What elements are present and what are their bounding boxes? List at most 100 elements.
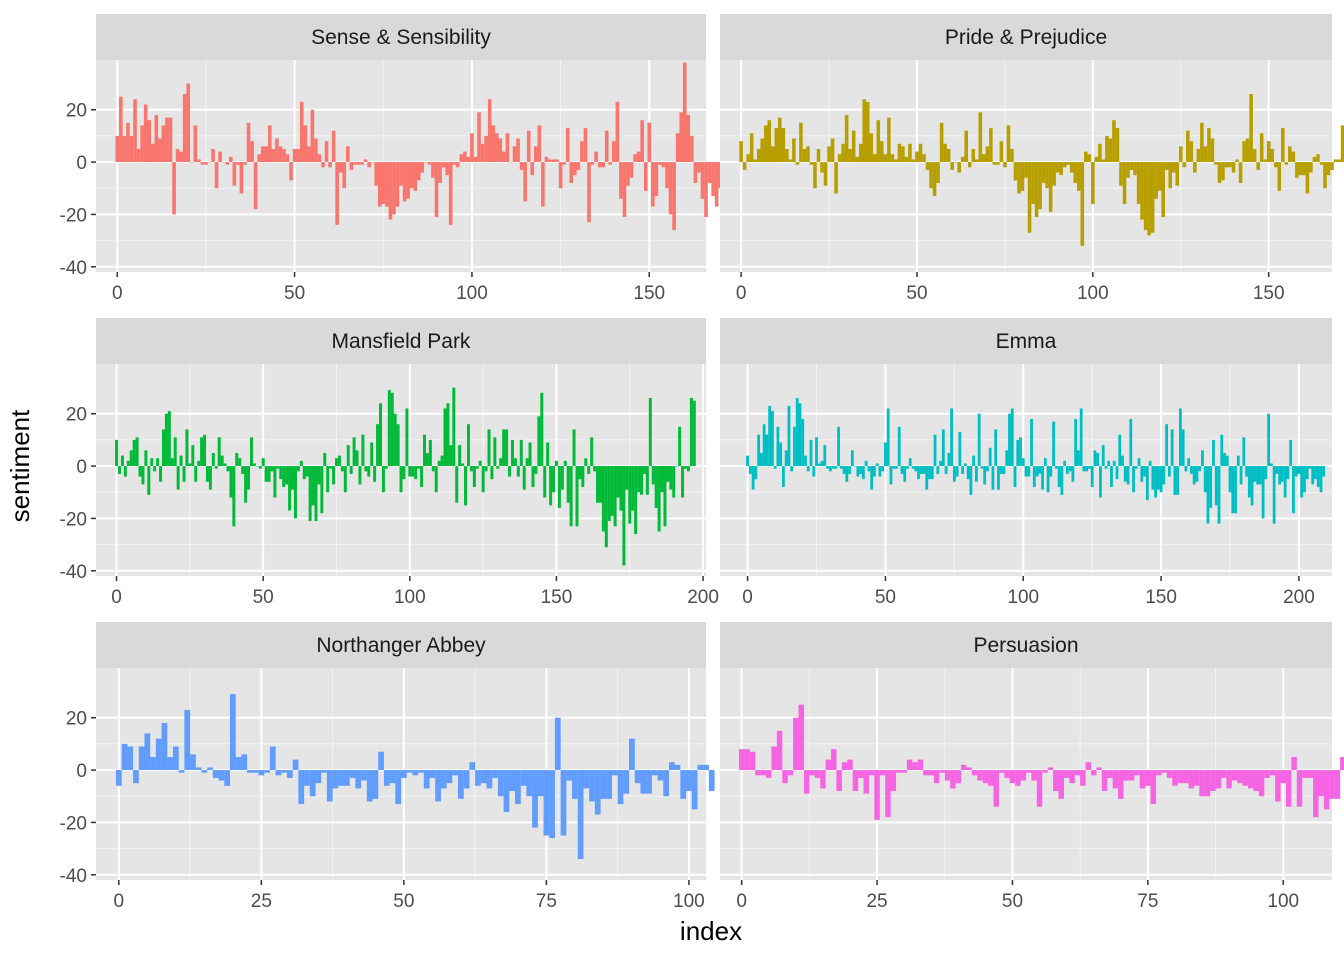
x-tick-label: 200 [1283, 587, 1315, 608]
bar [1099, 466, 1102, 498]
bar [1112, 120, 1116, 163]
bar [417, 466, 421, 469]
bar [739, 141, 743, 163]
bar [1173, 466, 1177, 495]
bar [767, 120, 772, 163]
bar [569, 162, 574, 184]
bar [875, 463, 879, 467]
bar [434, 466, 438, 493]
bar [367, 162, 371, 168]
bar [643, 162, 648, 191]
bar [165, 117, 169, 163]
bar [590, 437, 594, 467]
bar [1170, 429, 1174, 467]
bar [469, 762, 476, 771]
bar [1248, 770, 1254, 789]
bar [1164, 162, 1169, 170]
bar [711, 162, 715, 197]
bar [509, 162, 513, 163]
bar [549, 770, 555, 839]
bar [969, 466, 973, 495]
x-tick-label: 50 [253, 587, 274, 608]
bar [1047, 767, 1054, 771]
bar [1175, 162, 1180, 186]
bar [1068, 466, 1072, 472]
bar [1190, 466, 1193, 474]
bar [842, 466, 846, 474]
bar [115, 770, 122, 786]
facet-title: Northanger Abbey [316, 634, 486, 657]
bar [402, 466, 406, 480]
bar [554, 717, 561, 771]
x-tick-label: 0 [111, 587, 122, 608]
bar [922, 154, 926, 163]
bar [897, 143, 902, 163]
bar [361, 770, 367, 781]
bar [848, 466, 851, 474]
bar [873, 466, 876, 477]
bar [1027, 162, 1032, 233]
bar [1046, 466, 1050, 493]
bar [281, 770, 288, 773]
bar [759, 452, 763, 467]
bar [590, 162, 595, 165]
bar [1054, 466, 1058, 469]
bar [806, 146, 810, 163]
bar [229, 694, 236, 771]
bar [493, 437, 497, 467]
bar [1057, 466, 1061, 488]
bar [1122, 162, 1127, 204]
bar [448, 162, 453, 225]
x-tick-label: 50 [393, 891, 414, 912]
bar [1101, 770, 1108, 792]
bar [503, 770, 510, 812]
bar [1129, 162, 1134, 170]
bar [459, 154, 464, 163]
bar [852, 770, 859, 792]
bar [528, 442, 532, 467]
bar [1305, 466, 1309, 480]
bar [255, 466, 259, 467]
bar [904, 156, 909, 163]
bar [771, 746, 777, 771]
bar [214, 466, 218, 469]
bar [774, 128, 779, 163]
bar [323, 452, 327, 467]
bar [1214, 162, 1218, 165]
bar [1263, 159, 1267, 163]
bar [939, 122, 944, 163]
bar [1110, 466, 1113, 488]
bar [1145, 466, 1149, 501]
bar [1161, 770, 1167, 773]
bar [119, 96, 123, 163]
bar [753, 159, 757, 163]
bar [1300, 466, 1304, 498]
bar [304, 770, 310, 786]
bar [379, 403, 382, 467]
bar [1295, 162, 1299, 178]
bar [1340, 125, 1344, 163]
bar [466, 424, 470, 467]
bar [806, 466, 810, 472]
bar [708, 770, 715, 792]
bar [880, 141, 884, 163]
bar [1024, 162, 1028, 178]
bar [133, 99, 137, 163]
bar [841, 762, 848, 771]
bar [1073, 162, 1078, 184]
bar [258, 466, 262, 469]
facet-title: Sense & Sensibility [311, 26, 491, 49]
bar [689, 398, 693, 467]
bar [317, 466, 321, 485]
bar [975, 159, 979, 163]
bar [164, 413, 168, 467]
bar [1136, 162, 1141, 204]
bar [1318, 770, 1324, 797]
bar [961, 466, 965, 474]
bar [856, 466, 860, 477]
bar [803, 770, 810, 794]
bar [827, 146, 831, 163]
bar [928, 466, 931, 480]
bar [704, 162, 708, 218]
bar [583, 770, 590, 789]
